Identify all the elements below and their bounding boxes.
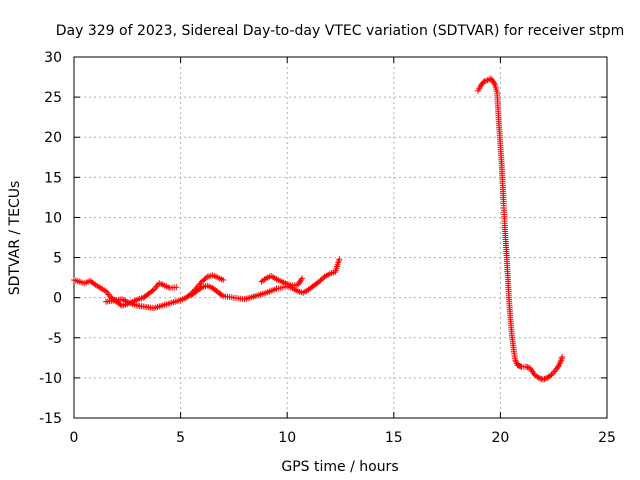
- x-tick-label: 20: [491, 430, 509, 446]
- data-point-markers: [475, 75, 566, 383]
- x-tick-label: 10: [278, 430, 296, 446]
- data-point-markers: [188, 256, 343, 303]
- x-tick-label: 15: [385, 430, 403, 446]
- x-tick-label: 5: [176, 430, 185, 446]
- x-tick-label: 25: [598, 430, 616, 446]
- y-axis-label: SDTVAR / TECUs: [7, 181, 23, 296]
- data-series: [475, 75, 566, 383]
- y-tick-label: -15: [39, 411, 62, 427]
- y-tick-label: -10: [39, 371, 62, 387]
- data-series: [258, 273, 306, 289]
- y-tick-label: 30: [44, 50, 62, 66]
- data-series: [188, 256, 343, 303]
- tick-labels: 0 5 10 15 20 25 -15 -10 -5 0 5 10 15 20 25 30: [39, 50, 616, 446]
- y-tick-label: 25: [44, 90, 62, 106]
- chart-title: Day 329 of 2023, Sidereal Day-to-day VTE…: [56, 23, 625, 39]
- data-point-markers: [258, 273, 306, 289]
- y-tick-label: 20: [44, 130, 62, 146]
- x-axis-label: GPS time / hours: [281, 459, 398, 475]
- y-tick-label: 10: [44, 210, 62, 226]
- y-tick-label: 0: [53, 291, 62, 307]
- x-tick-label: 0: [70, 430, 79, 446]
- y-tick-label: -5: [48, 331, 62, 347]
- y-tick-label: 15: [44, 170, 62, 186]
- grid-lines: [74, 57, 607, 418]
- axis-ticks: [73, 56, 608, 419]
- y-tick-label: 5: [53, 251, 62, 267]
- plot-frame: [73, 56, 608, 419]
- data-points: [71, 75, 566, 383]
